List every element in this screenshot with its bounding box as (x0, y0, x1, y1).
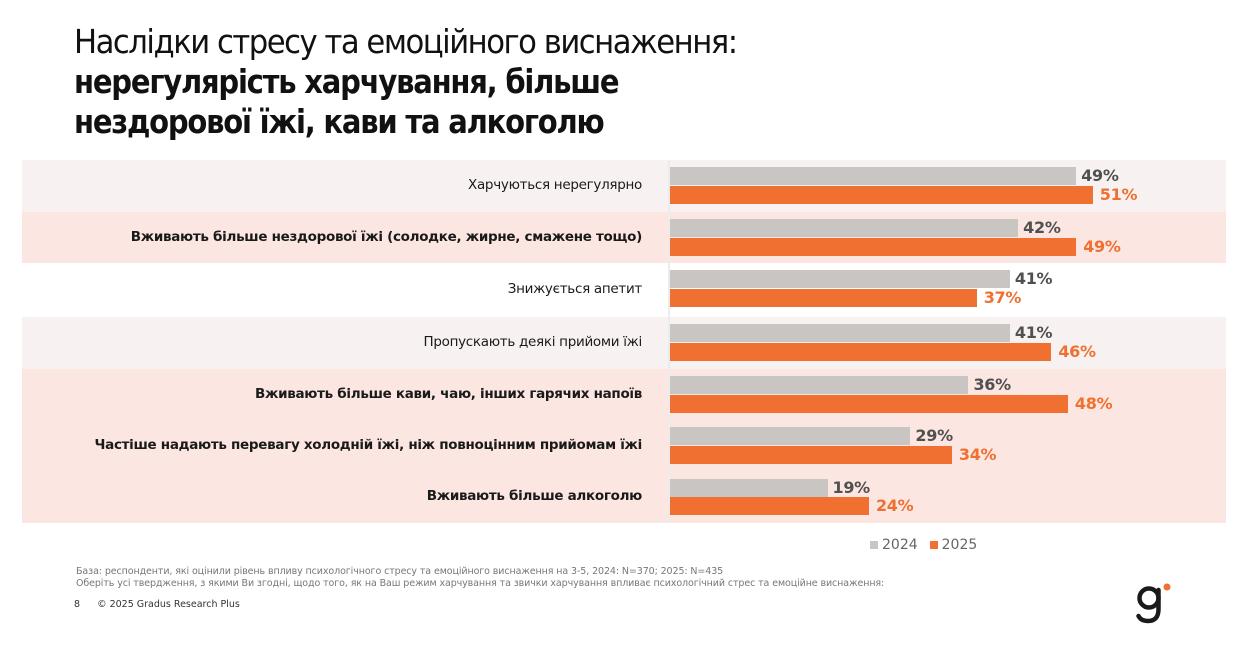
bar-2024 (670, 167, 1077, 185)
legend-label-2024: 2024 (882, 537, 918, 553)
value-label-2024: 29% (915, 426, 953, 446)
category-label: Харчуються нерегулярно (468, 177, 642, 193)
chart-axis-line (668, 160, 670, 523)
footer: 8 © 2025 Gradus Research Plus (74, 599, 240, 610)
legend-swatch-2025 (929, 541, 938, 549)
category-label: Вживають більше алкоголю (426, 488, 643, 505)
chart-legend: 2024 2025 (870, 537, 989, 553)
value-label-2025: 24% (875, 496, 914, 516)
question-note: Оберіть усі твердження, з якими Ви згодн… (76, 578, 885, 589)
value-label-2024: 42% (1023, 218, 1061, 237)
value-label-2024: 41% (1014, 269, 1053, 288)
category-label: Пропускають деякі прийоми їжі (423, 334, 643, 350)
legend-item-2024: 2024 (870, 537, 918, 553)
bar-2025 (670, 394, 1068, 413)
value-label-2024: 19% (832, 477, 871, 497)
bar-2025 (670, 185, 1093, 204)
page-title: Наслідки стресу та емоційного виснаження… (74, 22, 874, 142)
category-label: Знижується апетит (507, 281, 643, 297)
footnotes: База: респонденти, які оцінили рівень вп… (76, 566, 884, 590)
title-line-1: Наслідки стресу та емоційного виснаження… (74, 22, 738, 61)
legend-label-2025: 2025 (941, 537, 978, 553)
title-line-2: нерегулярість харчування, більше (74, 62, 620, 101)
title-line-3: нездорової їжі, кави та алкоголю (74, 102, 605, 141)
value-label-2025: 48% (1074, 393, 1113, 413)
value-label-2025: 46% (1058, 341, 1096, 361)
value-label-2025: 34% (958, 444, 997, 464)
bar-2025 (670, 237, 1077, 256)
bar-2024 (670, 376, 969, 394)
value-label-2024: 49% (1081, 166, 1119, 185)
bar-2024 (670, 219, 1019, 237)
legend-item-2025: 2025 (929, 537, 978, 553)
bar-2025 (670, 288, 977, 307)
gradus-logo-icon (1134, 578, 1174, 626)
value-label-2024: 36% (973, 375, 1011, 394)
category-label: Частіше надають перевагу холодній їжі, н… (94, 436, 643, 453)
bar-2024 (670, 270, 1010, 288)
category-label: Вживають більше кави, чаю, інших гарячих… (254, 385, 642, 402)
bar-2025 (670, 342, 1052, 361)
base-note: База: респонденти, які оцінили рівень вп… (76, 566, 724, 577)
value-label-2025: 49% (1083, 236, 1121, 256)
page-number: 8 (74, 599, 81, 610)
value-label-2025: 37% (983, 287, 1022, 307)
category-label: Вживають більше нездорової їжі (солодке,… (130, 228, 643, 245)
value-label-2025: 51% (1099, 184, 1138, 204)
bar-2025 (670, 497, 869, 516)
bar-2024 (670, 478, 828, 497)
copyright: © 2025 Gradus Research Plus (97, 599, 240, 610)
bar-2025 (670, 445, 952, 464)
bar-2024 (670, 324, 1010, 342)
bar-2024 (670, 427, 911, 446)
legend-swatch-2024 (870, 541, 878, 549)
value-label-2024: 41% (1014, 323, 1053, 342)
